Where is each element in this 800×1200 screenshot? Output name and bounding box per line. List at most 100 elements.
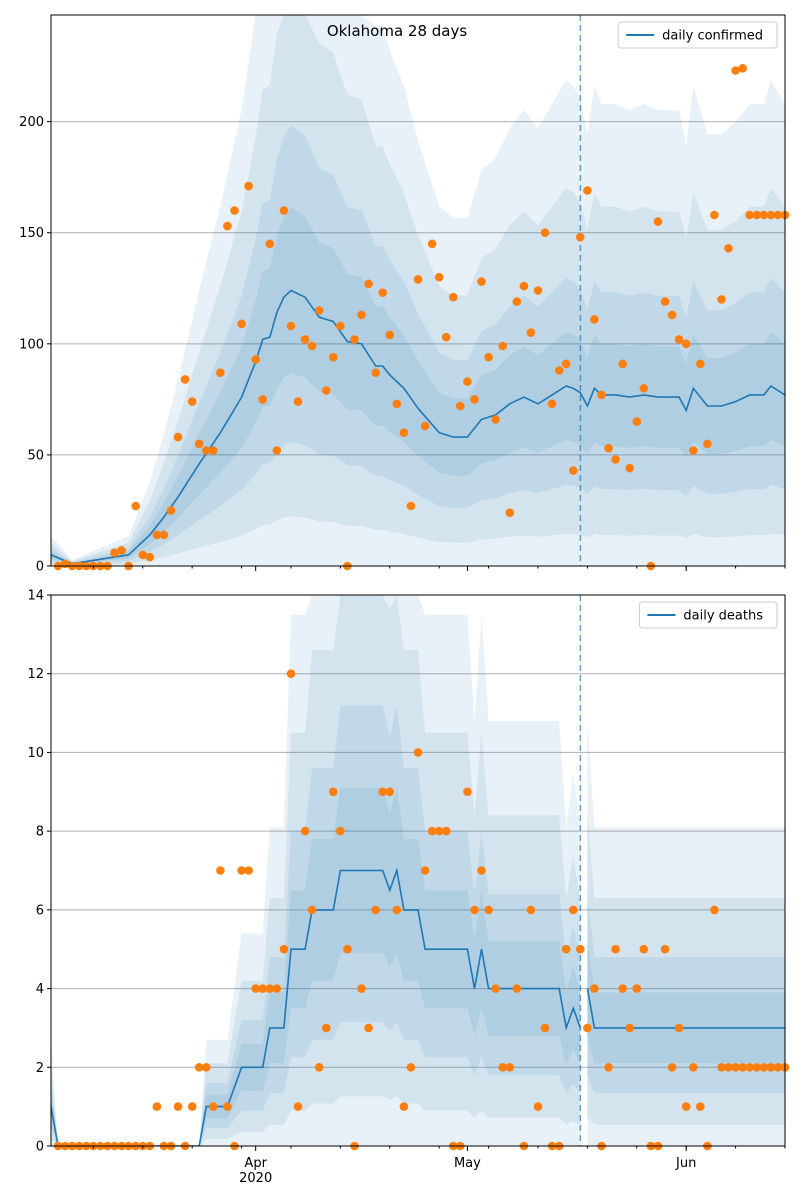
legend: daily deaths	[638, 601, 778, 629]
data-point	[194, 1063, 204, 1072]
data-point	[470, 395, 479, 404]
data-point	[152, 530, 162, 540]
chart-title: Oklahoma 28 days	[327, 22, 468, 40]
data-point	[244, 866, 253, 875]
data-point	[533, 1102, 543, 1111]
y-tick-label: 50	[27, 448, 44, 463]
data-point	[696, 359, 705, 369]
data-point	[272, 446, 282, 455]
data-point	[216, 368, 225, 378]
data-point	[463, 787, 472, 797]
data-point	[145, 552, 155, 562]
data-point	[660, 944, 670, 954]
data-point	[604, 443, 613, 453]
data-point	[519, 281, 529, 291]
y-tick-label: 14	[27, 589, 44, 604]
data-point	[569, 905, 578, 915]
data-point	[745, 210, 754, 220]
data-point	[597, 390, 606, 400]
data-point	[392, 399, 402, 409]
data-point	[159, 530, 169, 540]
y-tick-label: 0	[36, 1140, 44, 1155]
data-point	[773, 1063, 783, 1072]
data-point	[300, 826, 310, 836]
legend-box	[617, 21, 778, 49]
uncertainty-band	[587, 941, 785, 1064]
data-point	[286, 321, 296, 331]
axes-frame	[50, 14, 786, 567]
data-point	[406, 1063, 416, 1072]
data-point	[300, 335, 310, 344]
uncertainty-band	[587, 815, 785, 1125]
y-tick-label: 0	[36, 560, 44, 575]
data-point	[202, 1063, 211, 1072]
uncertainty-band	[51, 595, 581, 1146]
data-point	[251, 984, 260, 993]
y-tick-label: 4	[36, 982, 44, 997]
data-point	[689, 446, 698, 455]
uncertainty-band	[51, 595, 581, 1146]
data-point	[336, 321, 345, 331]
data-point	[625, 1023, 634, 1033]
data-point	[343, 944, 352, 954]
data-point	[420, 421, 430, 431]
data-point	[477, 277, 486, 286]
data-point	[554, 366, 564, 375]
data-point	[484, 352, 493, 362]
data-point	[131, 501, 140, 511]
data-point	[173, 432, 183, 442]
data-point	[138, 550, 148, 560]
uncertainty-band	[51, 705, 581, 1146]
data-point	[590, 315, 599, 324]
data-point	[731, 1063, 740, 1072]
data-point	[399, 428, 409, 438]
data-point	[526, 328, 536, 338]
y-tick-label: 10	[27, 746, 44, 761]
data-point	[639, 384, 649, 393]
data-point	[681, 1102, 691, 1111]
data-point	[759, 1063, 769, 1072]
data-point	[413, 275, 423, 284]
data-point	[618, 984, 627, 993]
data-point	[117, 546, 126, 555]
x-tick-label: Jun	[675, 1156, 696, 1171]
y-tick-label: 8	[36, 825, 44, 840]
data-point	[385, 330, 395, 340]
data-point	[209, 446, 218, 455]
data-point	[456, 401, 465, 411]
uncertainty-band	[51, 125, 785, 565]
uncertainty-band	[51, 15, 785, 566]
data-point	[731, 66, 740, 75]
data-point	[491, 415, 500, 424]
data-point	[329, 787, 338, 797]
data-point	[681, 339, 691, 349]
data-point	[230, 206, 239, 215]
data-point	[674, 1023, 684, 1033]
data-point	[209, 1102, 218, 1111]
data-point	[392, 905, 402, 915]
data-point	[604, 1063, 613, 1072]
data-point	[569, 466, 578, 475]
data-point	[336, 826, 345, 836]
data-point	[590, 984, 599, 993]
data-point	[194, 439, 204, 449]
data-point	[286, 669, 296, 678]
data-point	[441, 332, 451, 342]
data-point	[611, 455, 620, 464]
data-point	[710, 905, 719, 915]
data-point	[258, 984, 268, 993]
x-tick-label: May	[454, 1156, 481, 1171]
data-point	[498, 1063, 508, 1072]
data-point	[364, 1023, 373, 1033]
data-point	[279, 206, 289, 215]
data-point	[703, 439, 712, 449]
data-point	[173, 1102, 183, 1111]
y-tick-label: 200	[19, 115, 44, 130]
data-point	[583, 186, 592, 195]
data-point	[717, 295, 726, 304]
axes-frame	[50, 594, 786, 1147]
y-tick-label: 12	[27, 667, 44, 682]
data-point	[202, 446, 211, 455]
data-point	[611, 944, 620, 954]
